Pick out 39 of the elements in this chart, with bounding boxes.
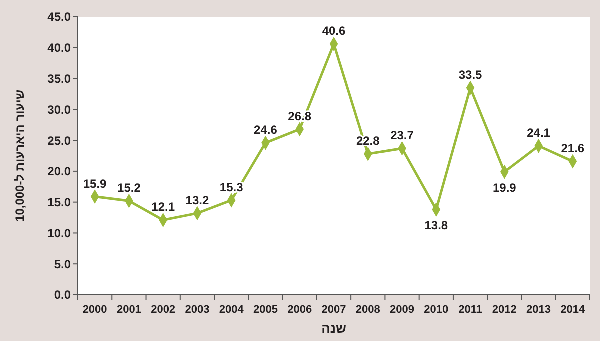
data-label: 19.9 (492, 181, 517, 196)
y-tick-label: 15.0 (48, 196, 72, 210)
y-tick-label: 25.0 (48, 134, 72, 148)
x-tick-label: 2009 (390, 304, 415, 316)
y-tick-label: 0.0 (54, 288, 72, 302)
data-label: 23.7 (390, 128, 414, 143)
x-tick-label: 2013 (526, 304, 552, 316)
y-tick-label: 45.0 (48, 10, 72, 24)
x-tick-label: 2003 (185, 304, 210, 316)
data-label: 12.1 (152, 200, 176, 214)
x-tick-label: 2004 (219, 304, 245, 316)
y-tick-label: 30.0 (48, 102, 72, 117)
x-tick-label: 2008 (356, 304, 380, 316)
x-tick-label: 2000 (82, 304, 108, 316)
x-tick-label: 2012 (492, 304, 517, 316)
x-tick-label: 2002 (151, 304, 176, 316)
data-label: 13.8 (424, 218, 448, 233)
data-label: 15.2 (118, 181, 142, 196)
x-tick-label: 2010 (424, 304, 449, 316)
data-label: 24.6 (254, 123, 278, 138)
data-label: 21.6 (561, 142, 585, 156)
x-tick-label: 2007 (322, 304, 346, 316)
data-label: 40.6 (322, 24, 346, 38)
x-tick-label: 2001 (116, 304, 142, 316)
x-tick-label: 2014 (560, 304, 586, 316)
data-label: 33.5 (458, 68, 483, 82)
data-label: 13.2 (186, 193, 210, 208)
y-tick-label: 40.0 (48, 41, 72, 56)
y-axis-title: שיעור היארעות ל-10,000 (13, 90, 27, 222)
y-tick-label: 20.0 (48, 164, 72, 179)
y-tick-label: 5.0 (54, 257, 72, 272)
y-tick-label: 10.0 (48, 226, 72, 240)
x-tick-label: 2005 (253, 304, 278, 316)
x-tick-label: 2011 (458, 304, 482, 316)
y-tick-label: 35.0 (48, 72, 72, 86)
x-tick-label: 2006 (288, 304, 312, 316)
data-label: 24.1 (527, 126, 551, 140)
data-label: 15.9 (83, 176, 108, 191)
x-axis-title: שנה (322, 321, 346, 336)
